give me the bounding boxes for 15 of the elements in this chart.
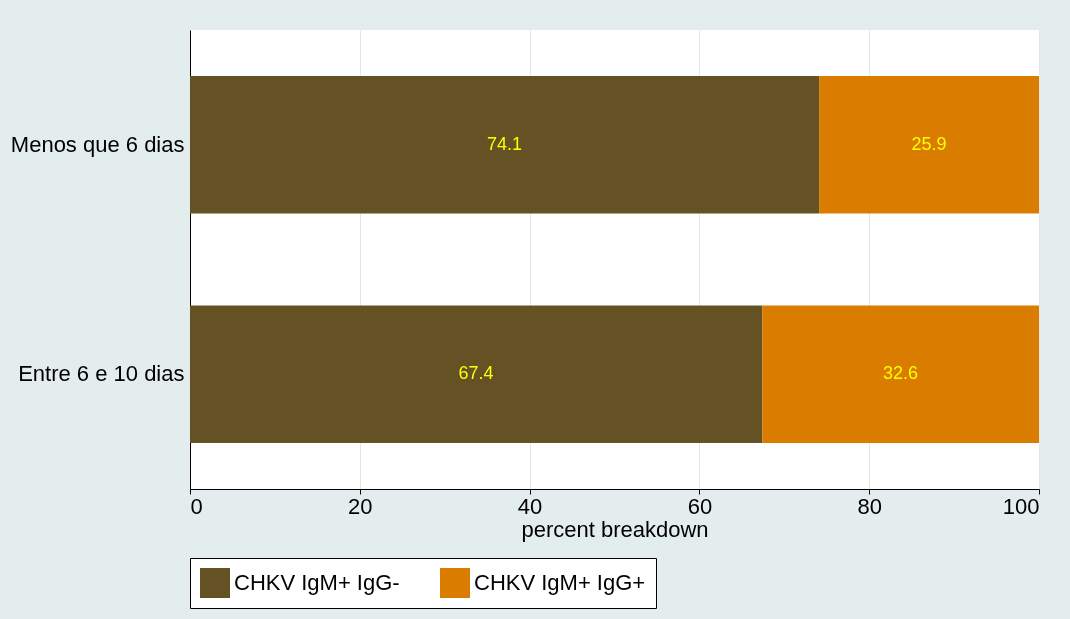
y-tick-label: Entre 6 e 10 dias <box>18 361 185 387</box>
x-tick-label: 80 <box>857 493 882 519</box>
x-tick-label: 60 <box>687 493 713 519</box>
x-tick-label: 20 <box>348 493 373 519</box>
legend-label: CHKV IgM+ IgG- <box>234 570 400 595</box>
x-tick-label: 0 <box>190 493 203 519</box>
x-tick-label: 100 <box>1002 493 1040 519</box>
legend-label: CHKV IgM+ IgG+ <box>474 570 646 595</box>
data-label: 74.1 <box>487 133 523 154</box>
y-tick-label: Menos que 6 dias <box>10 131 185 157</box>
data-label: 25.9 <box>911 133 947 154</box>
x-tick-label: 40 <box>517 493 543 519</box>
data-label: 32.6 <box>883 363 919 384</box>
data-label: 67.4 <box>458 363 494 384</box>
x-axis-title: percent breakdown <box>521 516 709 542</box>
